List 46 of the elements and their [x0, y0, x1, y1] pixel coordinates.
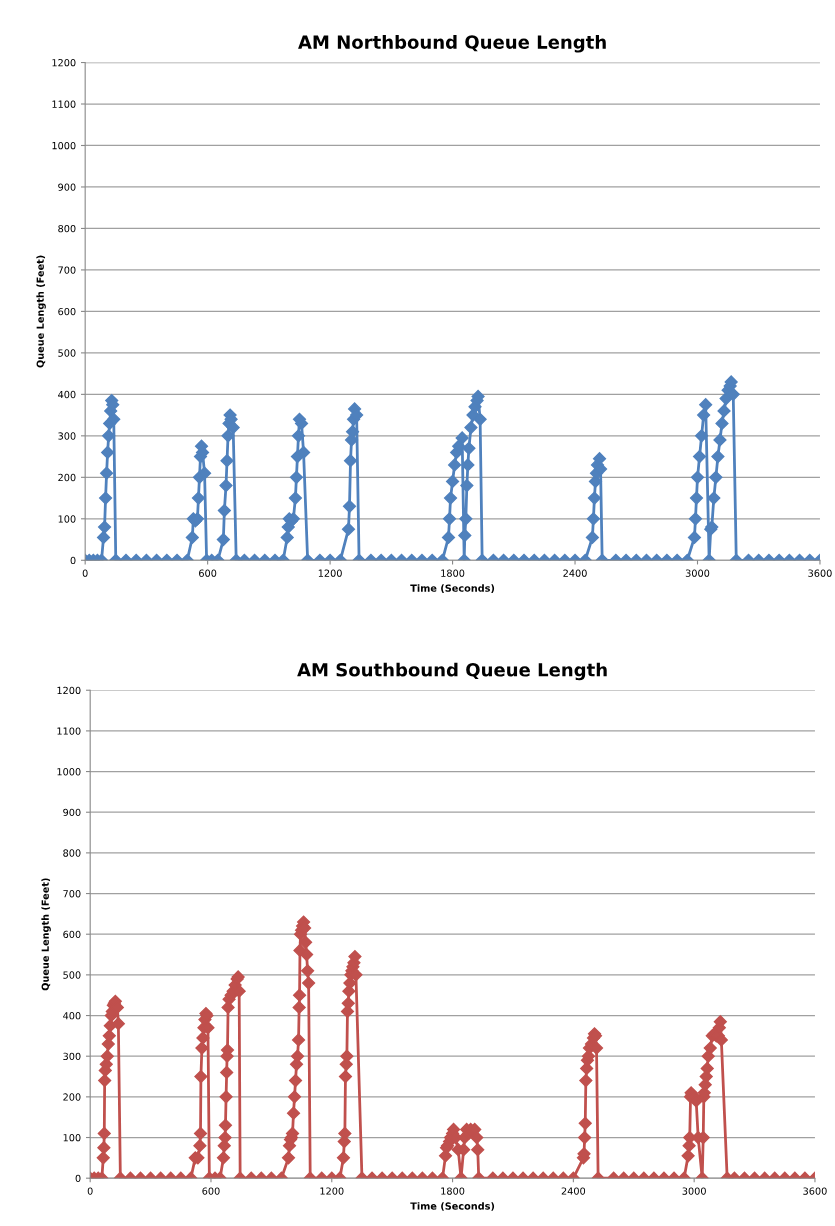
x-tick-label: 3600 — [808, 569, 832, 577]
y-tick-label: 600 — [63, 930, 81, 939]
y-tick-label: 700 — [58, 266, 76, 274]
y-tick-label: 900 — [63, 808, 81, 817]
y-tick-label: 600 — [58, 307, 76, 316]
x-tick-label: 1800 — [441, 569, 465, 577]
y-tick-label: 300 — [58, 432, 76, 440]
y-tick-label: 200 — [58, 473, 76, 482]
y-tick-label: 0 — [70, 556, 76, 565]
y-tick-label: 100 — [58, 515, 76, 523]
x-tick-label: 3000 — [685, 569, 710, 577]
x-tick-label: 2400 — [561, 1187, 586, 1195]
y-axis-title: Queue Length (Feet) — [36, 255, 46, 368]
x-tick-label: 1200 — [318, 569, 342, 577]
y-tick-label: 800 — [63, 849, 81, 857]
y-tick-label: 500 — [58, 349, 76, 357]
y-tick-label: 300 — [63, 1052, 81, 1061]
y-tick-label: 400 — [63, 1012, 81, 1020]
y-tick-label: 0 — [75, 1174, 81, 1183]
y-tick-label: 900 — [58, 183, 76, 191]
y-tick-label: 400 — [58, 390, 76, 399]
y-tick-label: 200 — [63, 1093, 81, 1101]
x-tick-label: 1800 — [441, 1187, 465, 1195]
y-tick-label: 1200 — [57, 686, 81, 695]
y-tick-label: 1000 — [52, 141, 76, 150]
x-tick-label: 2400 — [563, 569, 587, 577]
y-tick-label: 500 — [63, 971, 81, 979]
y-tick-label: 700 — [63, 890, 81, 898]
y-tick-label: 1200 — [52, 59, 76, 67]
x-axis-title: Time (Seconds) — [410, 1202, 495, 1211]
x-tick-label: 3600 — [803, 1187, 827, 1195]
chart-title: AM Southbound Queue Length — [297, 662, 607, 681]
x-tick-label: 600 — [199, 569, 217, 577]
x-tick-label: 1200 — [320, 1187, 344, 1195]
y-tick-label: 800 — [58, 224, 76, 233]
x-tick-label: 0 — [87, 1187, 93, 1195]
x-tick-label: 3000 — [682, 1187, 706, 1195]
x-tick-label: 0 — [82, 569, 88, 577]
y-tick-label: 100 — [63, 1134, 81, 1142]
y-axis-title: Queue Length (Feet) — [41, 878, 51, 991]
y-tick-label: 1000 — [57, 768, 81, 776]
y-tick-label: 1100 — [57, 727, 81, 735]
y-tick-label: 1100 — [52, 100, 76, 108]
x-tick-label: 600 — [202, 1187, 220, 1195]
x-axis-title: Time (Seconds) — [410, 584, 495, 593]
chart-title: AM Northbound Queue Length — [298, 34, 606, 53]
